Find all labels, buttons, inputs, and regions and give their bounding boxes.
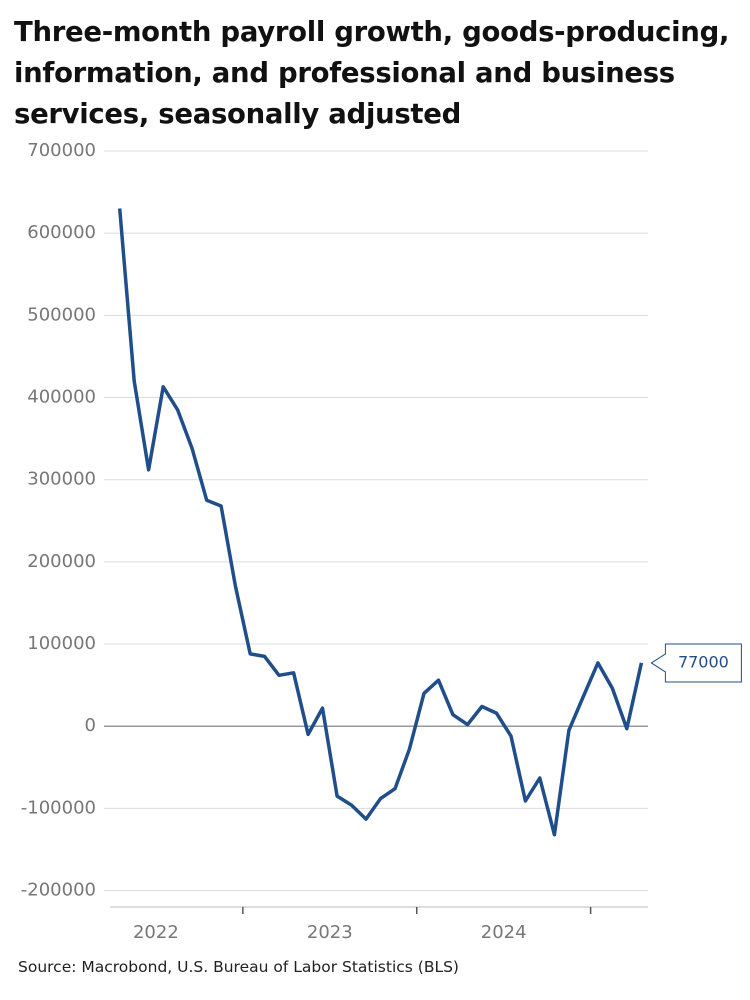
- y-tick-label: 500000: [27, 304, 96, 325]
- y-tick-label: 700000: [27, 140, 96, 161]
- y-tick-label: 400000: [27, 387, 96, 408]
- callout-box: [650, 643, 742, 683]
- y-tick-label: 300000: [27, 469, 96, 490]
- y-tick-label: 0: [85, 715, 96, 736]
- end-value-label: 77000: [678, 652, 729, 671]
- y-tick-label: -100000: [21, 797, 96, 818]
- y-tick-label: 600000: [27, 222, 96, 243]
- x-tick-label: 2024: [481, 922, 527, 943]
- chart-title: Three-month payroll growth, goods-produc…: [14, 16, 730, 130]
- x-tick-label: 2023: [307, 922, 353, 943]
- data-line: [117, 208, 644, 837]
- source-note: Source: Macrobond, U.S. Bureau of Labor …: [18, 958, 459, 976]
- y-tick-label: 200000: [27, 551, 96, 572]
- y-tick-label: -200000: [21, 880, 96, 901]
- x-tick-label: 2022: [133, 922, 179, 943]
- y-tick-label: 100000: [27, 633, 96, 654]
